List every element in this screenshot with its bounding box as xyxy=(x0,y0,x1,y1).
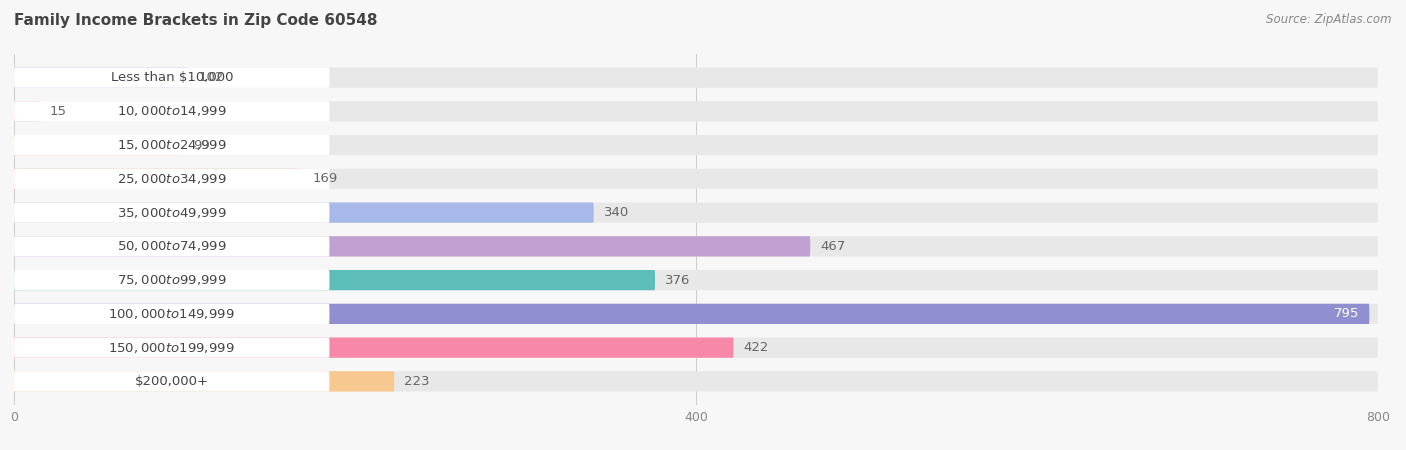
FancyBboxPatch shape xyxy=(14,101,39,122)
FancyBboxPatch shape xyxy=(14,68,329,88)
FancyBboxPatch shape xyxy=(14,68,188,88)
Text: 795: 795 xyxy=(1334,307,1360,320)
FancyBboxPatch shape xyxy=(14,135,1378,155)
FancyBboxPatch shape xyxy=(14,338,329,358)
Text: $200,000+: $200,000+ xyxy=(135,375,208,388)
FancyBboxPatch shape xyxy=(14,270,329,290)
Text: 422: 422 xyxy=(744,341,769,354)
Text: 99: 99 xyxy=(193,139,209,152)
Text: 169: 169 xyxy=(312,172,337,185)
Text: 340: 340 xyxy=(605,206,628,219)
FancyBboxPatch shape xyxy=(14,169,329,189)
Text: Less than $10,000: Less than $10,000 xyxy=(111,71,233,84)
Text: $10,000 to $14,999: $10,000 to $14,999 xyxy=(117,104,226,118)
Text: 376: 376 xyxy=(665,274,690,287)
FancyBboxPatch shape xyxy=(14,236,1378,256)
FancyBboxPatch shape xyxy=(14,68,1378,88)
FancyBboxPatch shape xyxy=(14,304,329,324)
Text: 467: 467 xyxy=(821,240,845,253)
FancyBboxPatch shape xyxy=(14,371,1378,392)
FancyBboxPatch shape xyxy=(14,371,329,392)
Text: $50,000 to $74,999: $50,000 to $74,999 xyxy=(117,239,226,253)
FancyBboxPatch shape xyxy=(14,101,1378,122)
Text: Family Income Brackets in Zip Code 60548: Family Income Brackets in Zip Code 60548 xyxy=(14,14,378,28)
FancyBboxPatch shape xyxy=(14,135,329,155)
FancyBboxPatch shape xyxy=(14,135,183,155)
FancyBboxPatch shape xyxy=(14,202,1378,223)
FancyBboxPatch shape xyxy=(14,371,394,392)
Text: $25,000 to $34,999: $25,000 to $34,999 xyxy=(117,172,226,186)
Text: $35,000 to $49,999: $35,000 to $49,999 xyxy=(117,206,226,220)
Text: 102: 102 xyxy=(198,71,224,84)
FancyBboxPatch shape xyxy=(14,202,329,223)
FancyBboxPatch shape xyxy=(14,338,734,358)
FancyBboxPatch shape xyxy=(14,236,329,256)
Text: Source: ZipAtlas.com: Source: ZipAtlas.com xyxy=(1267,14,1392,27)
Text: $15,000 to $24,999: $15,000 to $24,999 xyxy=(117,138,226,152)
Text: 15: 15 xyxy=(49,105,67,118)
FancyBboxPatch shape xyxy=(14,270,1378,290)
FancyBboxPatch shape xyxy=(14,304,1378,324)
FancyBboxPatch shape xyxy=(14,236,810,256)
Text: $75,000 to $99,999: $75,000 to $99,999 xyxy=(117,273,226,287)
FancyBboxPatch shape xyxy=(14,304,1369,324)
Text: 223: 223 xyxy=(405,375,430,388)
FancyBboxPatch shape xyxy=(14,270,655,290)
FancyBboxPatch shape xyxy=(14,169,302,189)
Text: $150,000 to $199,999: $150,000 to $199,999 xyxy=(108,341,235,355)
FancyBboxPatch shape xyxy=(14,169,1378,189)
FancyBboxPatch shape xyxy=(14,338,1378,358)
FancyBboxPatch shape xyxy=(14,101,329,122)
Text: $100,000 to $149,999: $100,000 to $149,999 xyxy=(108,307,235,321)
FancyBboxPatch shape xyxy=(14,202,593,223)
